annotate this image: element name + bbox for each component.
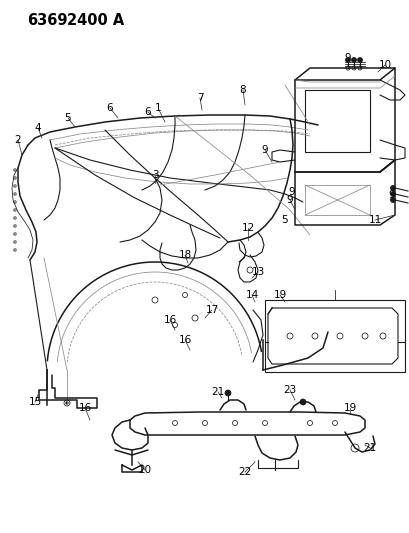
Text: 21: 21 <box>211 387 224 397</box>
Circle shape <box>389 185 395 190</box>
Text: 15: 15 <box>28 397 42 407</box>
Circle shape <box>13 176 16 180</box>
Bar <box>264 300 404 372</box>
Circle shape <box>13 208 16 212</box>
Text: 16: 16 <box>163 315 176 325</box>
Text: 2400 A: 2400 A <box>67 12 124 28</box>
Circle shape <box>299 399 305 405</box>
Text: 3: 3 <box>151 170 158 180</box>
Circle shape <box>13 168 16 172</box>
Text: 21: 21 <box>362 443 376 453</box>
Text: 10: 10 <box>378 60 391 70</box>
Text: 6: 6 <box>144 107 151 117</box>
Text: 8: 8 <box>239 85 246 95</box>
Text: 6: 6 <box>106 103 113 113</box>
Circle shape <box>345 58 350 62</box>
Text: 5: 5 <box>281 215 288 225</box>
Text: 19: 19 <box>273 290 286 300</box>
Text: 18: 18 <box>178 250 191 260</box>
Text: 4: 4 <box>35 123 41 133</box>
Circle shape <box>13 184 16 188</box>
Text: 20: 20 <box>138 465 151 475</box>
Text: 9: 9 <box>286 195 292 205</box>
Text: 13: 13 <box>251 267 264 277</box>
Text: 1: 1 <box>154 103 161 113</box>
Text: 16: 16 <box>78 403 91 413</box>
Text: 5: 5 <box>65 113 71 123</box>
Text: 11: 11 <box>367 215 381 225</box>
Text: 9: 9 <box>388 190 394 200</box>
Text: 2: 2 <box>15 135 21 145</box>
Text: 9: 9 <box>261 145 267 155</box>
Circle shape <box>357 58 362 62</box>
Circle shape <box>389 198 395 203</box>
Circle shape <box>225 390 230 396</box>
Circle shape <box>13 240 16 244</box>
Bar <box>304 90 369 152</box>
Text: 9: 9 <box>344 53 351 63</box>
Text: 23: 23 <box>283 385 296 395</box>
Text: 6369: 6369 <box>27 12 67 28</box>
Circle shape <box>389 191 395 197</box>
Circle shape <box>65 402 68 404</box>
Text: 14: 14 <box>245 290 258 300</box>
Text: 7: 7 <box>196 93 203 103</box>
Text: 16: 16 <box>178 335 191 345</box>
Circle shape <box>13 248 16 252</box>
Text: 9: 9 <box>288 187 294 197</box>
Circle shape <box>13 232 16 236</box>
Text: 19: 19 <box>343 403 356 413</box>
Circle shape <box>13 192 16 196</box>
Circle shape <box>13 200 16 204</box>
Text: 22: 22 <box>238 467 251 477</box>
Circle shape <box>13 224 16 228</box>
Circle shape <box>351 58 356 62</box>
Text: 17: 17 <box>205 305 218 315</box>
Text: 12: 12 <box>241 223 254 233</box>
Circle shape <box>13 216 16 220</box>
